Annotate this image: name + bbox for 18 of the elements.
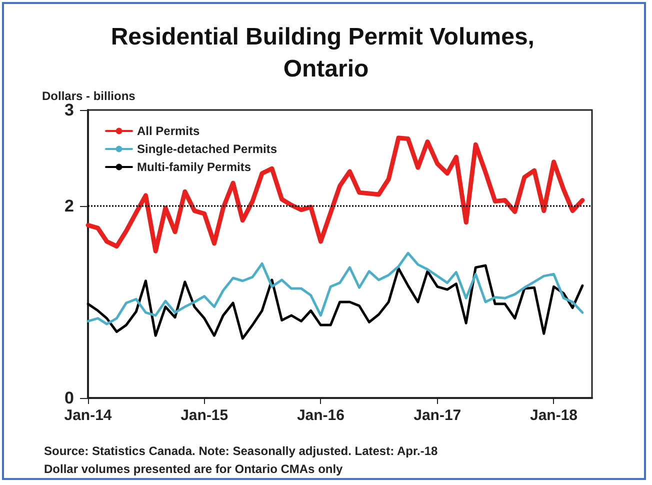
y-axis-title: Dollars - billions [42,89,136,103]
y-tick-label: 0 [64,388,74,408]
legend-label: All Permits [137,124,200,138]
x-tick-label: Jan-15 [180,407,228,424]
x-tick-label: Jan-16 [296,407,344,424]
source-note: Source: Statistics Canada. Note: Seasonally adjusted. Latest: Apr.-18 [44,444,438,458]
y-tick-label: 2 [64,196,74,216]
legend-label: Multi-family Permits [137,160,252,174]
x-tick-label: Jan-14 [64,407,112,424]
legend-label: Single-detached Permits [137,142,278,156]
line-series [86,136,585,254]
chart-title: Residential Building Permit Volumes, Ontario [110,24,542,82]
x-tick-label: Jan-17 [414,407,462,424]
x-tick-label: Jan-18 [530,407,578,424]
y-tick-label: 3 [64,100,74,120]
text: Dollar volumes presented are for Ontario CMAs only [44,462,344,476]
line-series [86,264,584,340]
line-series [86,252,584,326]
